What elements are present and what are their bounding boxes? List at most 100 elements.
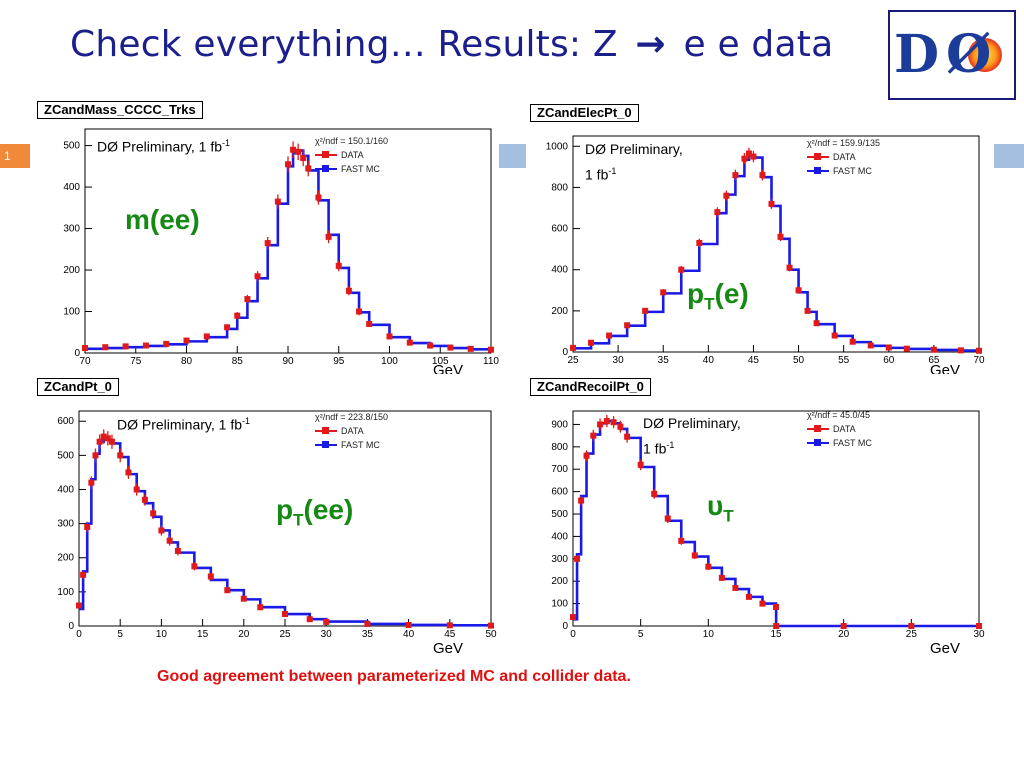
data-point: [76, 602, 82, 609]
data-point: [903, 345, 910, 352]
data-point: [96, 438, 103, 445]
data-point: [315, 194, 322, 201]
data-point: [122, 343, 129, 350]
data-point: [295, 148, 302, 155]
panel-recoil-pt: ZCandRecoilPt_0 0 5 10 15 20 25 30 0 100 200 300 40…: [527, 374, 994, 640]
data-point: [386, 333, 393, 340]
y-tick-label: 400: [57, 484, 74, 495]
preliminary-label: DØ Preliminary, 1 fb-1: [117, 416, 251, 433]
y-tick-label: 500: [57, 450, 74, 461]
y-tick-label: 1000: [546, 141, 569, 152]
x-tick-label: 25: [567, 355, 579, 366]
x-tick-label: 110: [483, 356, 499, 367]
data-point: [957, 347, 964, 354]
y-tick-label: 200: [63, 265, 80, 276]
title-right: e e data: [683, 24, 834, 65]
chart-mass: 70 75 80 85 90 95 100 105 110 0 100 200 300 400 500: [63, 128, 499, 367]
data-point: [366, 320, 373, 327]
chi2-label: χ²/ndf = 223.8/150: [315, 412, 389, 422]
unit-label-3: GeV: [433, 640, 464, 657]
data-point: [446, 622, 453, 629]
data-point: [786, 264, 793, 271]
data-point: [80, 571, 87, 578]
data-point: [117, 452, 124, 459]
legend-data: DATA: [315, 148, 388, 162]
data-point: [305, 165, 312, 172]
data-point: [447, 344, 454, 351]
stats-box: χ²/ndf = 223.8/150 DATA FAST MC: [315, 410, 388, 452]
histogram-name: ZCandElecPt_0: [530, 104, 639, 122]
data-point: [642, 307, 649, 314]
legend-data: DATA: [807, 422, 872, 436]
data-point: [908, 623, 915, 629]
panel-mass: ZCandMass_CCCC_Trks 70 75 80 85 90 95 100 105 11…: [33, 96, 499, 367]
x-tick-label: 50: [485, 629, 497, 640]
y-tick-label: 300: [63, 224, 80, 235]
data-point: [574, 555, 581, 562]
histogram-name: ZCandMass_CCCC_Trks: [37, 101, 203, 119]
data-point: [732, 584, 739, 591]
label-ut: υT: [707, 490, 734, 526]
data-point: [325, 233, 332, 240]
x-tick-label: 70: [973, 355, 985, 366]
y-tick-label: 800: [551, 182, 568, 193]
y-tick-label: 100: [57, 587, 74, 598]
y-tick-label: 400: [551, 265, 568, 276]
x-tick-label: 65: [928, 355, 940, 366]
legend-mc: FAST MC: [315, 438, 388, 452]
data-point: [867, 342, 874, 349]
x-tick-label: 10: [703, 629, 715, 640]
y-tick-label: 200: [57, 553, 74, 564]
data-point: [777, 233, 784, 240]
data-point: [345, 287, 352, 294]
data-point: [104, 435, 111, 442]
x-tick-label: 20: [238, 629, 250, 640]
data-point: [976, 347, 982, 354]
data-point: [583, 452, 590, 459]
x-tick-label: 15: [197, 629, 209, 640]
slide-number: 1: [0, 144, 30, 168]
data-point: [234, 312, 241, 319]
data-point: [660, 289, 667, 296]
legend-mc: FAST MC: [807, 436, 872, 450]
y-tick-label: 200: [551, 306, 568, 317]
data-point: [467, 345, 474, 352]
y-tick-label: 300: [551, 554, 568, 565]
y-tick-label: 600: [57, 416, 74, 427]
data-point: [849, 338, 856, 345]
data-point: [240, 595, 247, 602]
x-tick-label: 75: [130, 356, 142, 367]
data-point: [323, 618, 330, 625]
legend-mc: FAST MC: [315, 162, 388, 176]
data-point: [141, 496, 148, 503]
data-point: [570, 344, 576, 351]
data-point: [597, 421, 604, 428]
data-point: [678, 537, 685, 544]
x-tick-label: 25: [279, 629, 291, 640]
data-point: [691, 552, 698, 559]
y-tick-label: 100: [63, 307, 80, 318]
data-point: [133, 486, 140, 493]
data-point: [930, 346, 937, 353]
x-tick-label: 10: [156, 629, 168, 640]
legend-mc: FAST MC: [807, 164, 880, 178]
data-point: [570, 614, 576, 621]
plot-frame: [572, 135, 980, 353]
x-tick-label: 0: [570, 629, 576, 640]
x-tick-label: 60: [883, 355, 895, 366]
x-tick-label: 0: [76, 629, 82, 640]
legend-data: DATA: [807, 150, 880, 164]
preliminary-label: DØ Preliminary, 1 fb-1: [97, 138, 231, 155]
data-point: [610, 419, 617, 426]
data-point: [285, 161, 291, 168]
data-point: [637, 461, 644, 468]
data-point: [183, 337, 190, 344]
x-tick-label: 15: [770, 629, 782, 640]
data-point: [714, 209, 721, 216]
data-point: [92, 452, 99, 459]
data-point: [651, 490, 658, 497]
data-point: [759, 172, 766, 179]
data-point: [274, 198, 281, 205]
slide-title: Check everything… Results: Z → e e data: [70, 24, 833, 65]
